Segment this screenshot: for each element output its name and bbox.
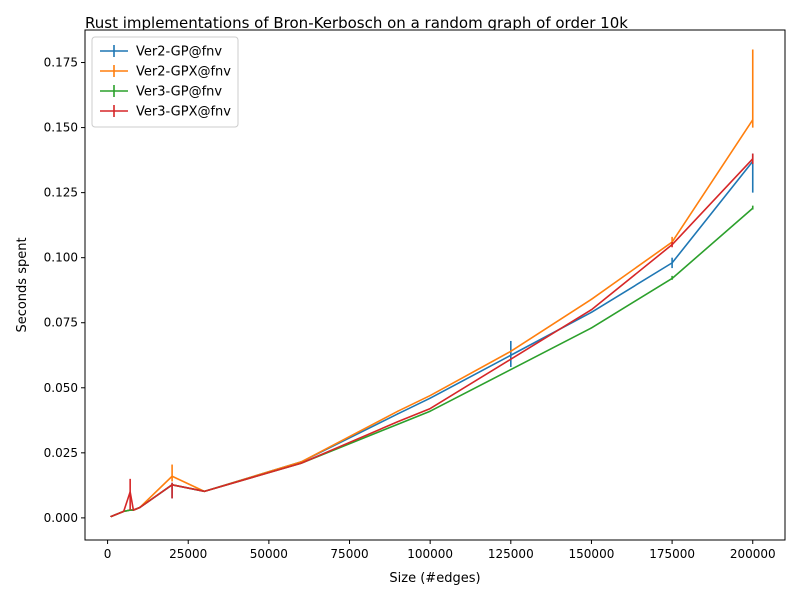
legend-label: Ver3-GPX@fnv — [136, 105, 231, 120]
y-tick-label: 0.025 — [44, 446, 78, 460]
x-axis-label: Size (#edges) — [389, 571, 480, 586]
x-tick-label: 100000 — [407, 547, 453, 561]
y-axis: 0.000 0.025 0.050 0.075 0.100 0.125 0.150 0.175 — [44, 56, 85, 525]
x-tick-label: 175000 — [649, 547, 695, 561]
y-tick-label: 0.125 — [44, 186, 78, 200]
chart-title: Rust implementations of Bron-Kerbosch on… — [85, 14, 628, 32]
x-axis: 0 25000 50000 75000 100000 125000 150000 175000… — [104, 540, 776, 561]
y-tick-label: 0.175 — [44, 56, 78, 70]
legend-label: Ver2-GP@fnv — [136, 45, 222, 60]
plot-frame — [84, 29, 786, 541]
x-tick-label: 150000 — [569, 547, 615, 561]
legend-label: Ver2-GPX@fnv — [136, 65, 231, 80]
y-tick-label: 0.000 — [44, 511, 78, 525]
y-tick-label: 0.100 — [44, 251, 78, 265]
legend-label: Ver3-GP@fnv — [136, 85, 222, 100]
y-tick-label: 0.075 — [44, 316, 78, 330]
series-Ver3-GPX@fnv — [110, 153, 754, 518]
x-tick-label: 25000 — [169, 547, 207, 561]
y-axis-label: Seconds spent — [15, 237, 30, 332]
y-tick-label: 0.050 — [44, 381, 78, 395]
x-tick-label: 125000 — [488, 547, 534, 561]
legend: Ver2-GP@fnv Ver2-GPX@fnv Ver3-GP@fnv Ver3-G… — [91, 36, 239, 128]
legend-box — [91, 36, 239, 128]
x-tick-label: 0 — [104, 547, 112, 561]
x-tick-label: 75000 — [330, 547, 368, 561]
y-tick-label: 0.150 — [44, 121, 78, 135]
x-tick-label: 50000 — [250, 547, 288, 561]
x-tick-label: 200000 — [730, 547, 776, 561]
series-layer — [110, 49, 754, 518]
